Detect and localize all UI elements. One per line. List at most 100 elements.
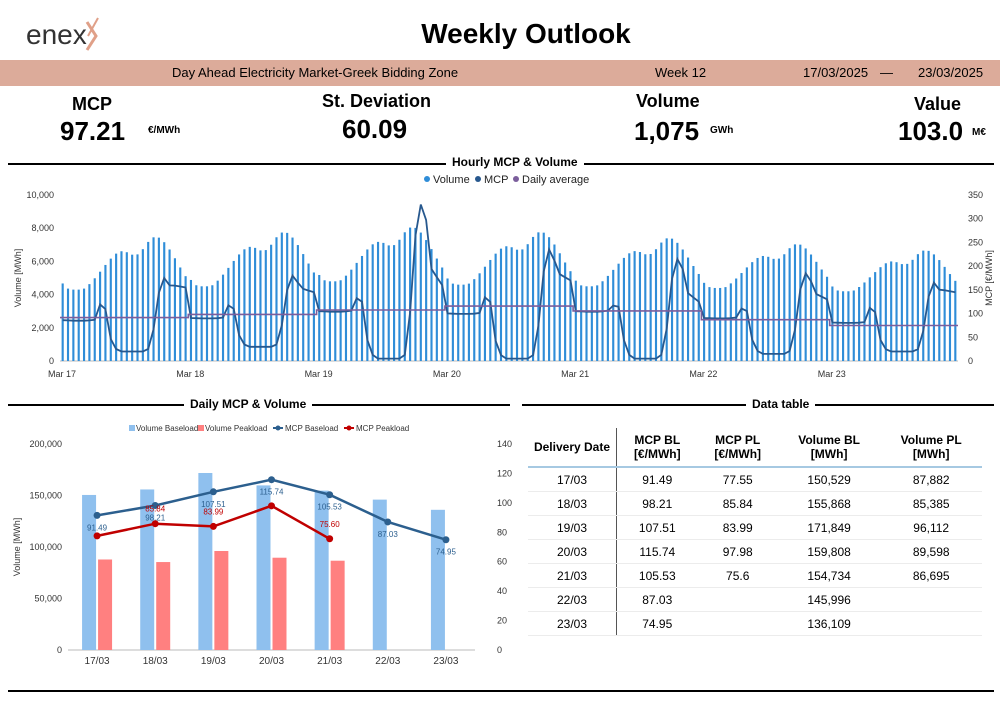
volume-bar xyxy=(612,269,615,361)
volume-bar xyxy=(72,289,75,361)
volume-bar xyxy=(323,280,326,361)
table-cell: 159,808 xyxy=(777,539,881,564)
table-row: 23/03 74.95 136,109 xyxy=(528,611,982,636)
table-row: 22/03 87.03 145,996 xyxy=(528,587,982,612)
table-cell: 98.21 xyxy=(616,491,698,516)
volume-bar xyxy=(328,281,332,361)
volume-bar xyxy=(943,266,946,361)
table-cell: 17/03 xyxy=(528,467,617,492)
volume-bar xyxy=(499,248,503,361)
hourly-section-title: Hourly MCP & Volume xyxy=(446,155,584,169)
volume-bar xyxy=(617,263,620,361)
volume-bar xyxy=(890,261,893,361)
volume-bar xyxy=(654,249,658,361)
x-tick-label: 17/03 xyxy=(85,656,110,667)
daily-chart: Volume Baseload Volume Peakload MCP Baselo… xyxy=(12,424,512,667)
volume-bar xyxy=(419,232,422,361)
volume-bar xyxy=(895,262,898,361)
volume-bar xyxy=(115,253,118,361)
table-cell: 97.98 xyxy=(697,539,778,564)
volume-bar xyxy=(713,287,716,361)
th-vol-pl: Volume PL [MWh] xyxy=(900,433,962,461)
kpi-volume-unit: GWh xyxy=(710,125,734,136)
volume-bar xyxy=(451,283,454,361)
volume-bar xyxy=(708,287,711,361)
volume-bar xyxy=(548,237,551,361)
volume-bar xyxy=(441,267,444,361)
y2-tick-label: 100 xyxy=(968,309,983,319)
volume-bar xyxy=(569,271,572,361)
y2-axis-label: MCP [€/MWh] xyxy=(984,250,994,306)
volume-bar xyxy=(761,255,764,361)
y2-tick-label: 40 xyxy=(497,586,507,596)
legend-marker-0 xyxy=(424,176,430,182)
mcp-baseload-label: 74.95 xyxy=(436,548,457,557)
legend-label-0: Volume Baseload xyxy=(136,424,198,433)
table-row: 18/03 98.21 85.84 155,868 85,385 xyxy=(528,491,982,516)
x-tick-label: Mar 21 xyxy=(561,369,589,379)
volume-bar xyxy=(564,262,567,361)
volume-bar xyxy=(644,254,647,361)
legend-marker-1 xyxy=(198,425,204,431)
legend-dot-2 xyxy=(275,425,281,431)
volume-bar xyxy=(799,244,802,361)
volume-bar xyxy=(302,254,305,361)
volume-baseload-bar xyxy=(82,494,97,650)
volume-bar xyxy=(638,252,642,361)
table-header-row: Delivery Date MCP BL [€/MWh] MCP PL [€/MWh… xyxy=(528,428,982,467)
volume-bar xyxy=(916,254,919,361)
volume-peakload-bar xyxy=(156,562,171,650)
bottom-divider xyxy=(8,690,994,692)
volume-bar xyxy=(403,232,406,361)
volume-bar xyxy=(350,269,353,361)
legend-marker-2 xyxy=(513,176,519,182)
volume-bar xyxy=(628,253,631,361)
volume-bar xyxy=(911,259,914,361)
mcp-peakload-label: 75.60 xyxy=(320,520,341,529)
volume-peakload-bar xyxy=(98,559,113,650)
table-cell: 96,112 xyxy=(880,515,982,540)
volume-bar xyxy=(147,241,150,361)
volume-bar xyxy=(521,249,524,361)
table-cell: 87.03 xyxy=(616,587,698,612)
x-tick-label: Mar 22 xyxy=(689,369,717,379)
volume-bar xyxy=(505,246,508,361)
y2-tick-label: 0 xyxy=(497,645,502,655)
volume-bar xyxy=(483,266,487,361)
volume-bar xyxy=(216,280,219,361)
y-tick-label: 10,000 xyxy=(26,190,54,200)
legend-marker-0 xyxy=(129,425,135,431)
volume-bar xyxy=(606,275,609,361)
volume-bar xyxy=(243,249,246,361)
table-cell: 145,996 xyxy=(777,587,881,612)
logo-text: enex xyxy=(26,19,87,50)
volume-bar xyxy=(393,245,396,361)
y2-tick-label: 250 xyxy=(968,237,983,247)
volume-bar xyxy=(425,240,428,361)
volume-bar xyxy=(371,244,374,361)
volume-bar xyxy=(580,285,583,361)
y-axis-label: Volume [MWh] xyxy=(13,249,23,308)
y-tick-label: 200,000 xyxy=(29,439,62,449)
table-cell xyxy=(697,587,778,612)
volume-bar xyxy=(414,227,417,361)
volume-bar xyxy=(697,273,700,361)
kpi-mcp-label: MCP xyxy=(72,94,112,114)
volume-bar xyxy=(788,248,791,361)
page-title: Weekly Outlook xyxy=(421,18,631,49)
volume-bar xyxy=(729,283,732,361)
volume-bar xyxy=(259,250,262,361)
volume-bar xyxy=(740,273,743,361)
volume-bar xyxy=(99,271,102,361)
volume-bar xyxy=(77,289,80,361)
table-cell: 87,882 xyxy=(880,467,982,492)
volume-bar xyxy=(596,285,599,361)
volume-bar xyxy=(900,264,903,361)
mcp-baseload-label: 115.74 xyxy=(260,488,284,497)
y2-tick-label: 20 xyxy=(497,616,507,626)
volume-bar xyxy=(189,279,193,361)
volume-baseload-bar xyxy=(198,472,213,650)
kpi-std-label: St. Deviation xyxy=(322,91,432,111)
volume-bar xyxy=(494,253,497,361)
y2-tick-label: 120 xyxy=(497,468,512,478)
